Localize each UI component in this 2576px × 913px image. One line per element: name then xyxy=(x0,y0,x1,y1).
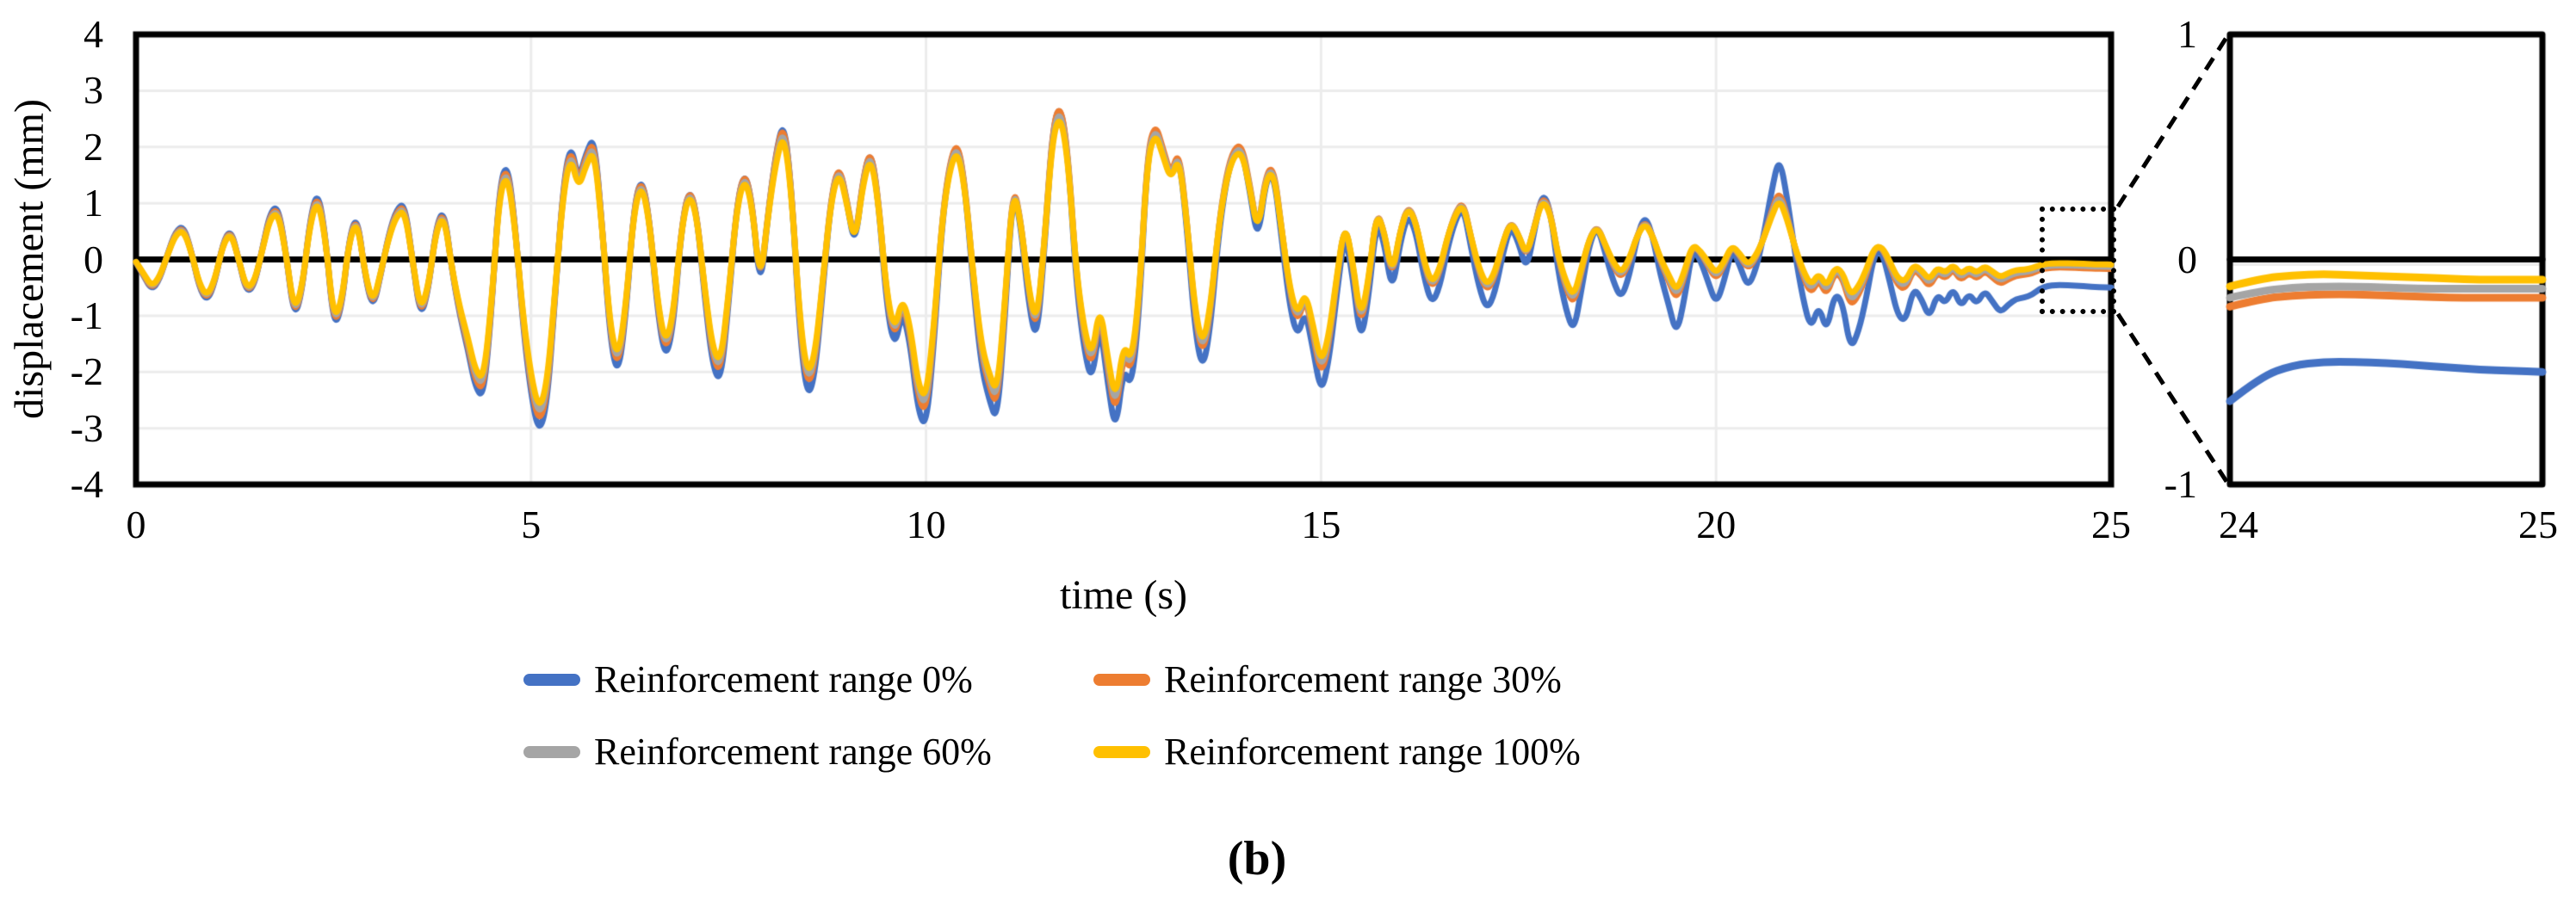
x-tick-label: 25 xyxy=(2091,503,2131,546)
legend-item: Reinforcement range 60% xyxy=(523,728,992,776)
inset-y-tick-label: 0 xyxy=(2177,237,2197,281)
legend-item-label: Reinforcement range 30% xyxy=(1164,658,1562,700)
zoom-region-box xyxy=(2040,207,2116,314)
x-tick-label: 15 xyxy=(1301,503,1341,546)
legend-item: Reinforcement range 0% xyxy=(523,656,973,704)
legend-line-swatch xyxy=(1093,674,1150,686)
inset-x-tick-label: 25 xyxy=(2518,503,2558,546)
x-tick-label: 10 xyxy=(906,503,946,546)
y-tick-label: 3 xyxy=(84,68,103,113)
legend-item-label: Reinforcement range 100% xyxy=(1164,731,1581,773)
legend-line-swatch xyxy=(1093,746,1150,758)
y-tick-label: -1 xyxy=(70,293,103,337)
legend-item: Reinforcement range 100% xyxy=(1093,728,1581,776)
inset-y-tick-label: 1 xyxy=(2177,12,2197,56)
legend-item-label: Reinforcement range 0% xyxy=(594,658,973,700)
x-tick-label: 0 xyxy=(126,503,146,546)
y-tick-label: -2 xyxy=(70,349,103,394)
y-tick-label: -3 xyxy=(70,405,103,450)
figure-caption: (b) xyxy=(1227,832,1287,885)
legend-item-label: Reinforcement range 60% xyxy=(594,731,992,773)
x-axis-label: time (s) xyxy=(1060,572,1187,618)
y-tick-label: 2 xyxy=(84,124,103,169)
inset-y-tick-label: -1 xyxy=(2164,462,2197,506)
legend-line-swatch xyxy=(523,674,580,686)
x-tick-label: 20 xyxy=(1696,503,1737,546)
legend-line-swatch xyxy=(523,746,580,758)
legend-item: Reinforcement range 30% xyxy=(1093,656,1562,704)
y-tick-label: -4 xyxy=(70,462,103,506)
x-tick-label: 5 xyxy=(521,503,542,546)
y-tick-label: 4 xyxy=(84,12,103,56)
y-tick-label: 0 xyxy=(84,237,103,281)
inset-x-tick-label: 24 xyxy=(2219,503,2258,546)
y-tick-label: 1 xyxy=(84,181,103,225)
